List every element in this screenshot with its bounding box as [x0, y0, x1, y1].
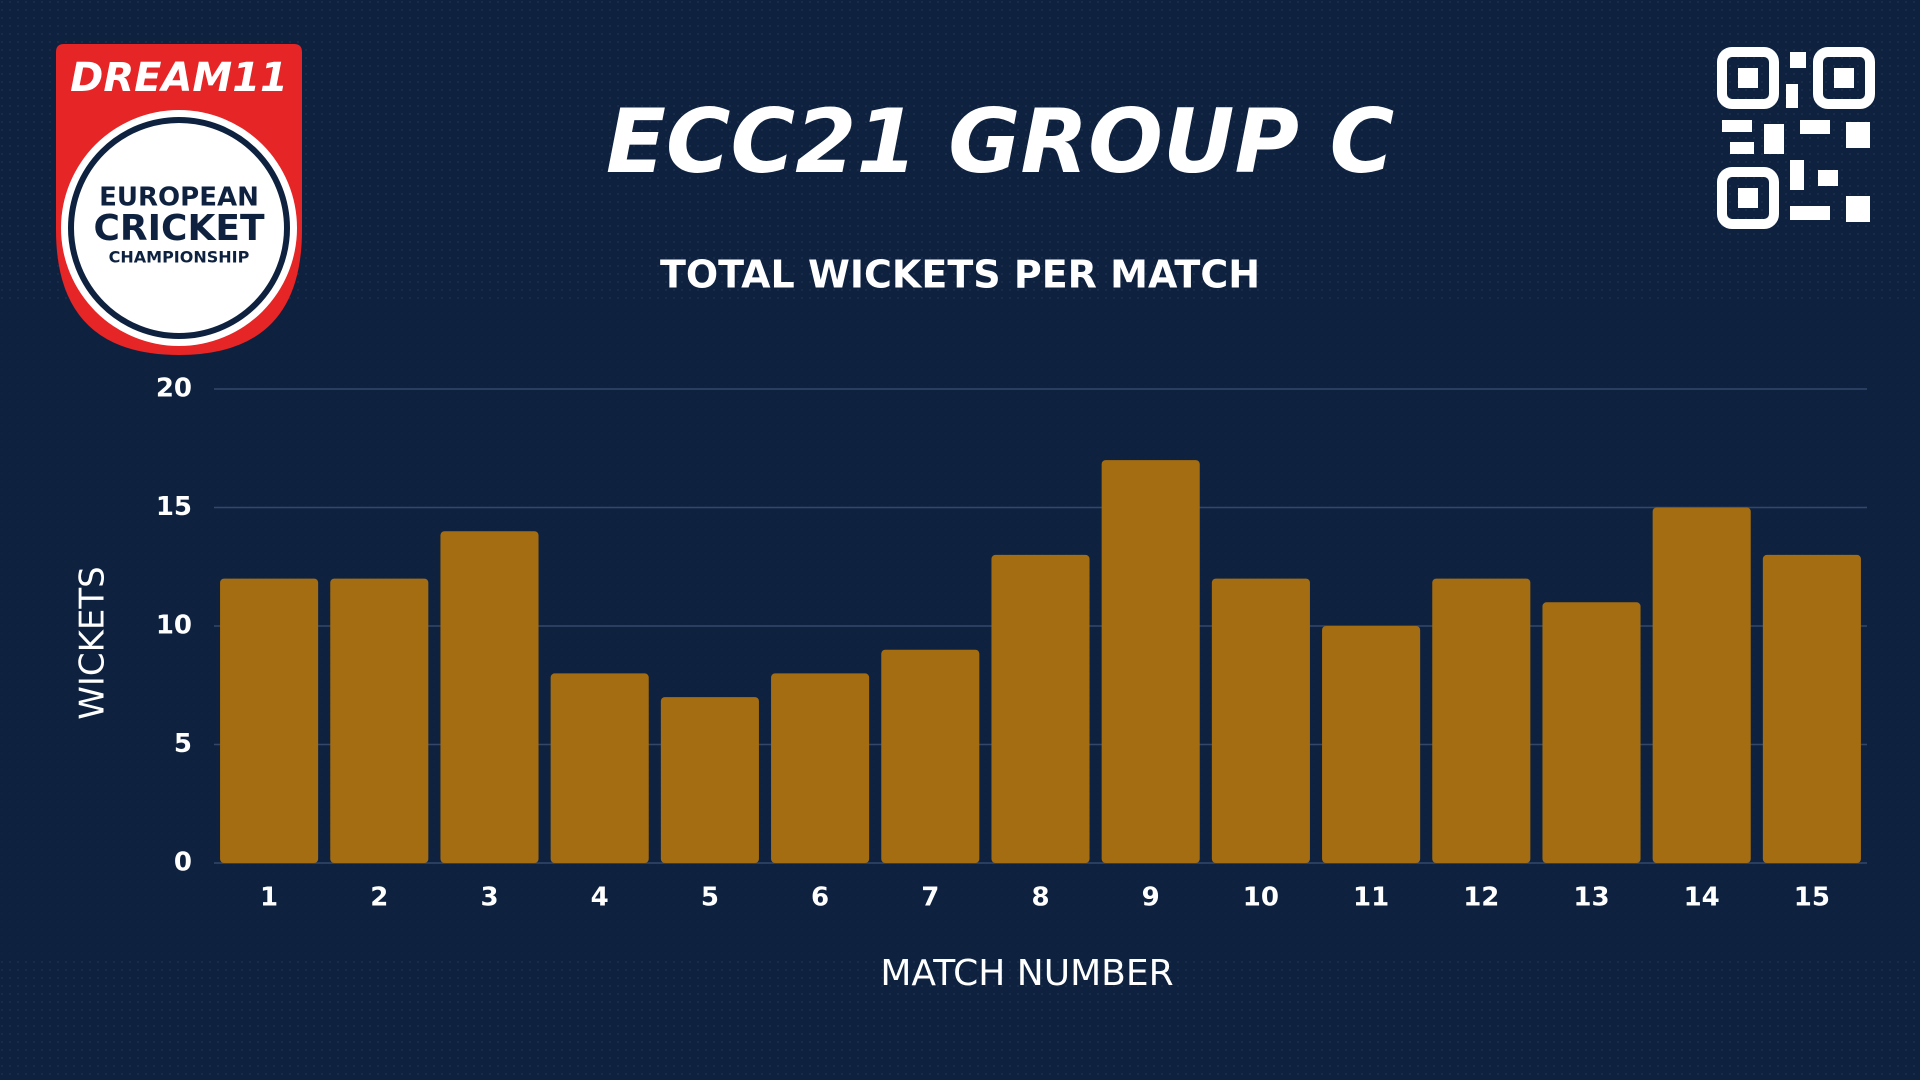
x-tick-label: 5: [701, 883, 719, 913]
x-tick-label: 9: [1142, 883, 1160, 913]
chart-title: ECC21 GROUP C: [606, 90, 1394, 193]
x-axis-label: MATCH NUMBER: [880, 953, 1173, 994]
y-tick-label: 20: [156, 374, 192, 404]
bar: [1211, 578, 1310, 863]
qr-code: [1717, 47, 1875, 229]
logo-ring-inner: [68, 117, 290, 339]
logo-brand: DREAM11: [70, 55, 288, 101]
logo-ring: [61, 110, 297, 346]
bar: [771, 673, 870, 863]
bar: [1762, 554, 1861, 863]
x-tick-label: 8: [1031, 883, 1049, 913]
bar: [330, 578, 429, 863]
bar: [660, 697, 759, 863]
x-tick-label: 12: [1463, 883, 1499, 913]
x-tick-label: 4: [591, 883, 609, 913]
x-tick-label: 10: [1243, 883, 1279, 913]
bar: [440, 531, 539, 863]
y-axis-label: WICKETS: [73, 566, 113, 720]
x-tick-label: 14: [1684, 883, 1720, 913]
bar: [1101, 460, 1200, 863]
logo: DREAM11 EUROPEAN CRICKET CHAMPIONSHIP: [56, 44, 302, 355]
bar: [1652, 507, 1751, 863]
bar: [550, 673, 649, 863]
x-tick-label: 11: [1353, 883, 1389, 913]
y-tick-label: 10: [156, 611, 192, 641]
logo-text: CRICKET: [94, 208, 265, 249]
x-tick-label: 13: [1573, 883, 1609, 913]
bar: [1322, 626, 1421, 863]
logo-text: EUROPEAN: [99, 183, 259, 213]
y-tick-label: 5: [174, 729, 192, 759]
x-tick-label: 3: [480, 883, 498, 913]
bar: [881, 649, 980, 863]
x-tick-label: 2: [370, 883, 388, 913]
bar: [1542, 602, 1641, 863]
bar: [220, 578, 319, 863]
x-tick-label: 1: [260, 883, 278, 913]
x-tick-label: 15: [1794, 883, 1830, 913]
y-tick-label: 0: [174, 848, 192, 878]
bar: [991, 554, 1090, 863]
chart-subtitle: TOTAL WICKETS PER MATCH: [660, 253, 1260, 297]
x-tick-label: 7: [921, 883, 939, 913]
y-tick-label: 15: [156, 492, 192, 522]
x-tick-label: 6: [811, 883, 829, 913]
bar: [1432, 578, 1531, 863]
logo-text: CHAMPIONSHIP: [109, 248, 250, 267]
